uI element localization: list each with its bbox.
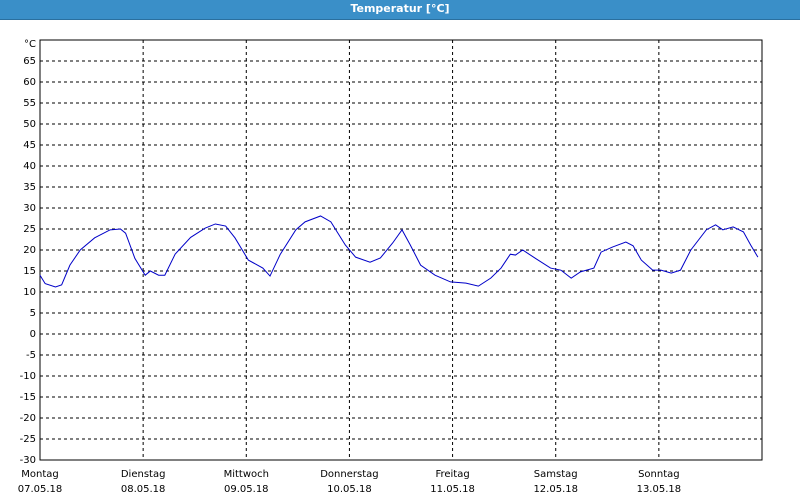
y-tick-label: -5: [26, 350, 36, 361]
x-tick-label: Freitag: [435, 469, 469, 480]
y-tick-label: 10: [23, 287, 36, 298]
y-tick-label: 35: [23, 182, 36, 193]
x-tick-date: 13.05.18: [637, 484, 682, 495]
x-tick-label: Montag: [21, 469, 58, 480]
x-tick-date: 10.05.18: [327, 484, 372, 495]
y-unit: °C: [24, 39, 36, 50]
y-tick-label: -25: [20, 434, 36, 445]
x-tick-date: 08.05.18: [121, 484, 166, 495]
x-tick-label: Mittwoch: [224, 469, 269, 480]
y-tick-label: 50: [23, 119, 36, 130]
y-tick-label: 25: [23, 224, 36, 235]
y-tick-label: 15: [23, 266, 36, 277]
y-tick-label: 60: [23, 77, 36, 88]
x-tick-label: Samstag: [534, 469, 578, 480]
x-tick-date: 11.05.18: [430, 484, 475, 495]
y-tick-label: 20: [23, 245, 36, 256]
x-tick-date: 09.05.18: [224, 484, 269, 495]
x-tick-date: 12.05.18: [533, 484, 578, 495]
chart: °C -30 -25 -20 -15 -10 -5 0 5 10 15 20 25 30 35 40 45 50 5…: [18, 39, 763, 495]
y-tick-label: -30: [20, 455, 36, 466]
x-tick-date: 07.05.18: [18, 484, 63, 495]
y-tick-label: 5: [30, 308, 36, 319]
y-tick-label: -15: [20, 392, 36, 403]
y-tick-label: 40: [23, 161, 36, 172]
y-tick-label: 45: [23, 140, 36, 151]
x-tick-label: Donnerstag: [320, 469, 378, 480]
x-tick-label: Dienstag: [121, 469, 166, 480]
y-tick-label: 65: [23, 56, 36, 67]
y-tick-label: -10: [20, 371, 36, 382]
y-tick-label: 55: [23, 98, 36, 109]
chart-title: Temperatur [°C]: [0, 0, 800, 20]
y-tick-label: 30: [23, 203, 36, 214]
x-tick-label: Sonntag: [638, 469, 680, 480]
y-tick-label: -20: [20, 413, 36, 424]
y-tick-label: 0: [30, 329, 36, 340]
temperature-line: [39, 215, 759, 288]
